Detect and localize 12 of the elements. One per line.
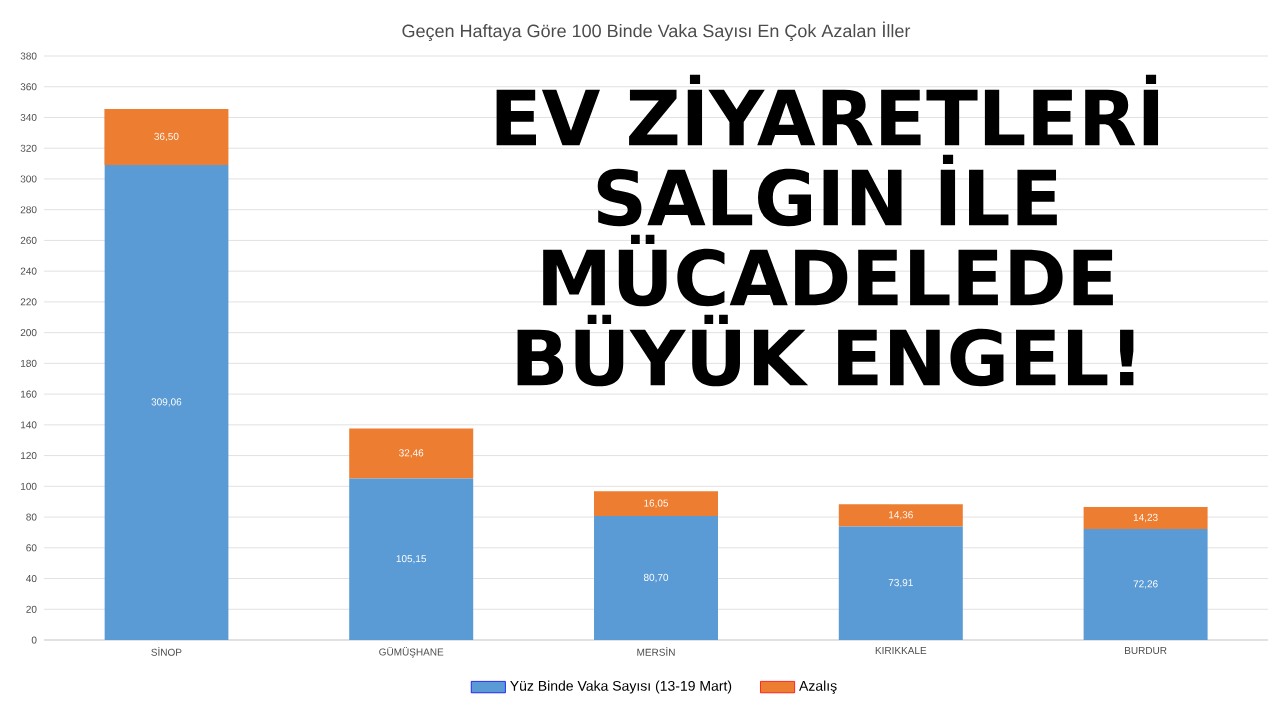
bar bbox=[349, 428, 474, 479]
bar bbox=[594, 491, 718, 516]
chart-title: Geçen Haftaya Göre 100 Binde Vaka Sayısı En Çok Azalan İller bbox=[402, 21, 911, 41]
bar bbox=[104, 165, 229, 640]
bar bbox=[838, 504, 963, 527]
bar bbox=[1083, 528, 1208, 640]
bar bbox=[838, 526, 963, 640]
bar bbox=[594, 515, 718, 640]
annotation: EV ZİYARETLERİ SALGIN İLE MÜCADELEDE BÜYÜK ENGEL! bbox=[496, 74, 1159, 387]
bar bbox=[1083, 507, 1208, 529]
bar bbox=[104, 108, 229, 166]
bar bbox=[349, 478, 474, 640]
